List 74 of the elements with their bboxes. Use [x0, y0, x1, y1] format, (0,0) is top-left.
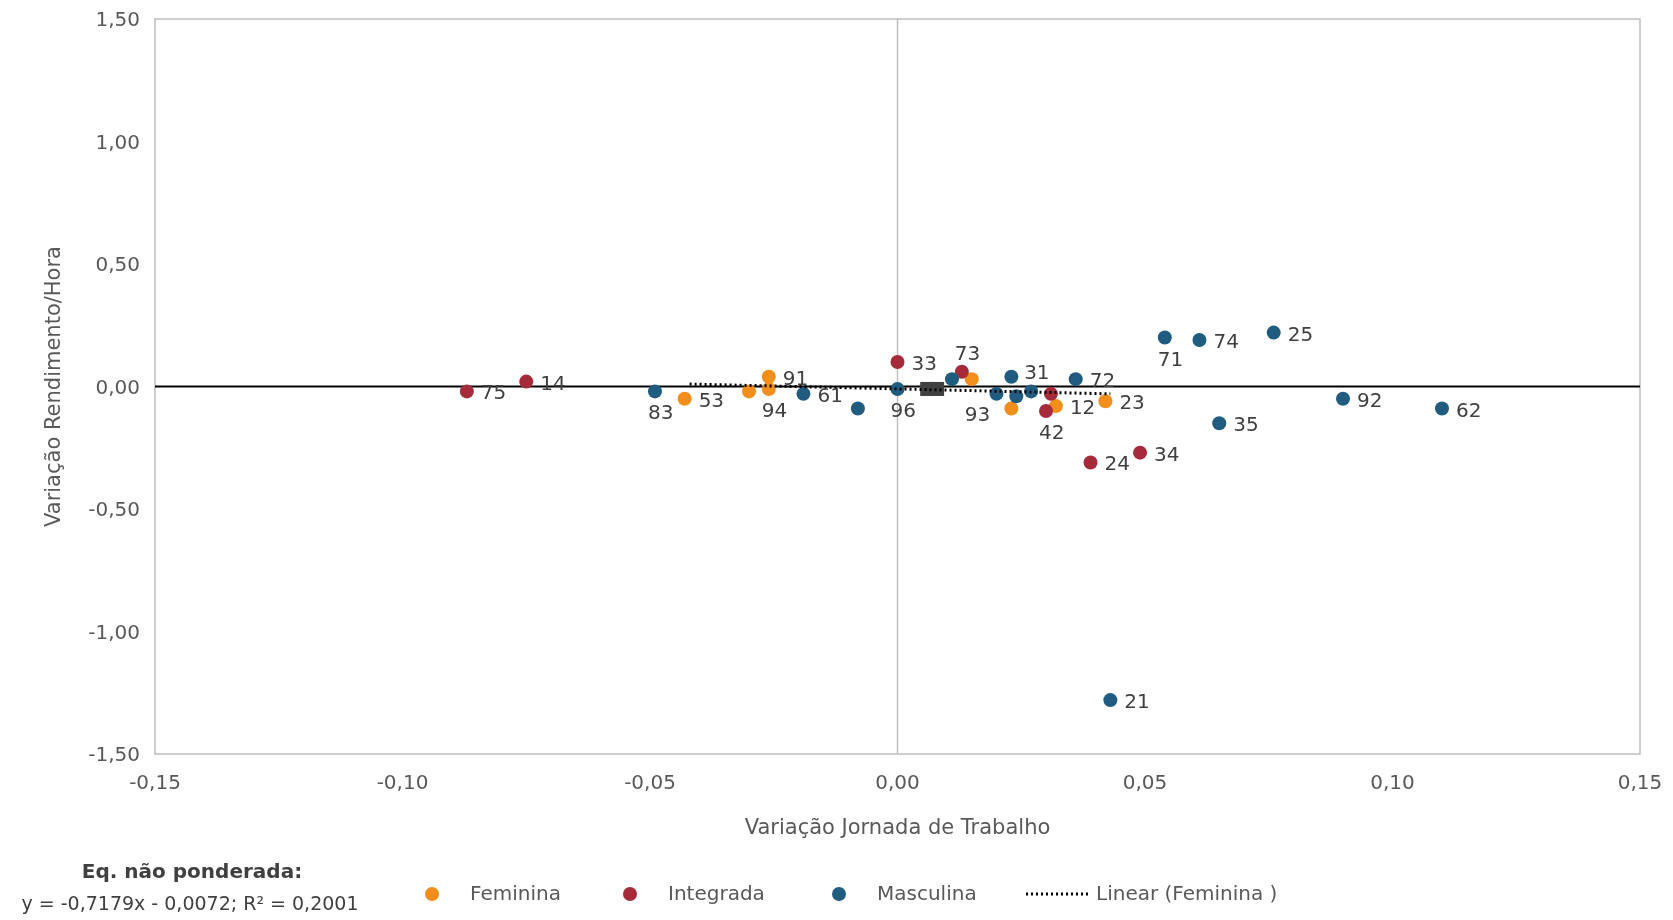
legend-label: Linear (Feminina )	[1096, 881, 1278, 905]
x-axis-title: Variação Jornada de Trabalho	[744, 815, 1051, 839]
point	[1039, 404, 1053, 418]
annotation: 74	[1213, 328, 1239, 353]
point	[519, 374, 534, 389]
annotation: 93	[964, 402, 991, 427]
annotation: 71	[1157, 346, 1184, 371]
point	[647, 384, 662, 399]
point	[1212, 416, 1227, 431]
x-tick-label: 0,15	[1617, 770, 1663, 794]
x-tick-label: -0,10	[376, 770, 429, 794]
annotation: 94	[761, 397, 788, 422]
annotation: 31	[1024, 360, 1050, 385]
annotation: 12	[1069, 395, 1096, 420]
point	[890, 355, 905, 369]
annotation: 75	[480, 380, 507, 405]
y-tick-label: 1,50	[95, 7, 140, 31]
annotation: 61	[817, 382, 843, 407]
annotation: 92	[1357, 387, 1383, 412]
annotation: 25	[1287, 321, 1314, 346]
point	[677, 391, 692, 406]
point	[1435, 401, 1449, 416]
x-tick-label: 0,10	[1370, 770, 1415, 794]
annotation: 21	[1124, 689, 1150, 714]
annotation: 96	[890, 397, 916, 422]
legend-label: Masculina	[877, 881, 977, 905]
legend-label: Integrada	[668, 881, 765, 905]
point	[930, 381, 945, 396]
legend-label: Feminina	[470, 881, 561, 905]
y-tick-label: 0,50	[95, 252, 140, 276]
annotation: 24	[1104, 451, 1130, 476]
point	[1083, 455, 1098, 470]
point	[761, 381, 776, 396]
point	[742, 384, 756, 399]
point	[1068, 372, 1083, 387]
annotation: 23	[1119, 390, 1145, 415]
x-tick-label: 0,00	[875, 770, 920, 794]
annotation: 91	[782, 365, 809, 390]
annotation: 53	[698, 387, 725, 412]
point	[1157, 330, 1172, 345]
annotation: 42	[1039, 420, 1065, 444]
x-tick-label: -0,15	[129, 770, 181, 794]
annotation: 35	[1233, 412, 1259, 437]
point	[964, 372, 979, 387]
annotation: 83	[647, 400, 674, 425]
x-tick-label: 0,05	[1122, 770, 1168, 794]
point	[1192, 332, 1207, 347]
point	[1266, 325, 1281, 340]
point	[850, 401, 865, 416]
point	[1133, 445, 1148, 460]
y-axis-title: Variação Rendimento/Hora	[41, 246, 65, 527]
y-tick-label: 0,00	[95, 374, 140, 399]
point	[1004, 369, 1019, 384]
point	[796, 386, 811, 401]
point	[1103, 693, 1118, 708]
point	[1004, 401, 1019, 416]
point	[1098, 394, 1113, 409]
annotation: 34	[1154, 441, 1180, 466]
point	[761, 369, 776, 384]
point	[1009, 389, 1024, 404]
y-tick-label: 1,00	[95, 129, 140, 154]
text: y = -0,7179x - 0,0072; R² = 0,2001	[21, 892, 359, 914]
x-tick-label: -0,05	[624, 770, 676, 794]
text: Eq. não ponderada:	[81, 859, 303, 883]
annotation: 33	[911, 351, 937, 375]
point	[954, 364, 969, 379]
y-tick-label: -0,50	[88, 497, 140, 521]
y-tick-label: -1,00	[88, 619, 140, 644]
point	[944, 372, 959, 387]
point	[1336, 391, 1350, 406]
y-tick-label: -1,50	[88, 742, 140, 766]
point	[459, 384, 474, 399]
annotation: 73	[954, 340, 981, 365]
annotation: 62	[1456, 397, 1482, 422]
